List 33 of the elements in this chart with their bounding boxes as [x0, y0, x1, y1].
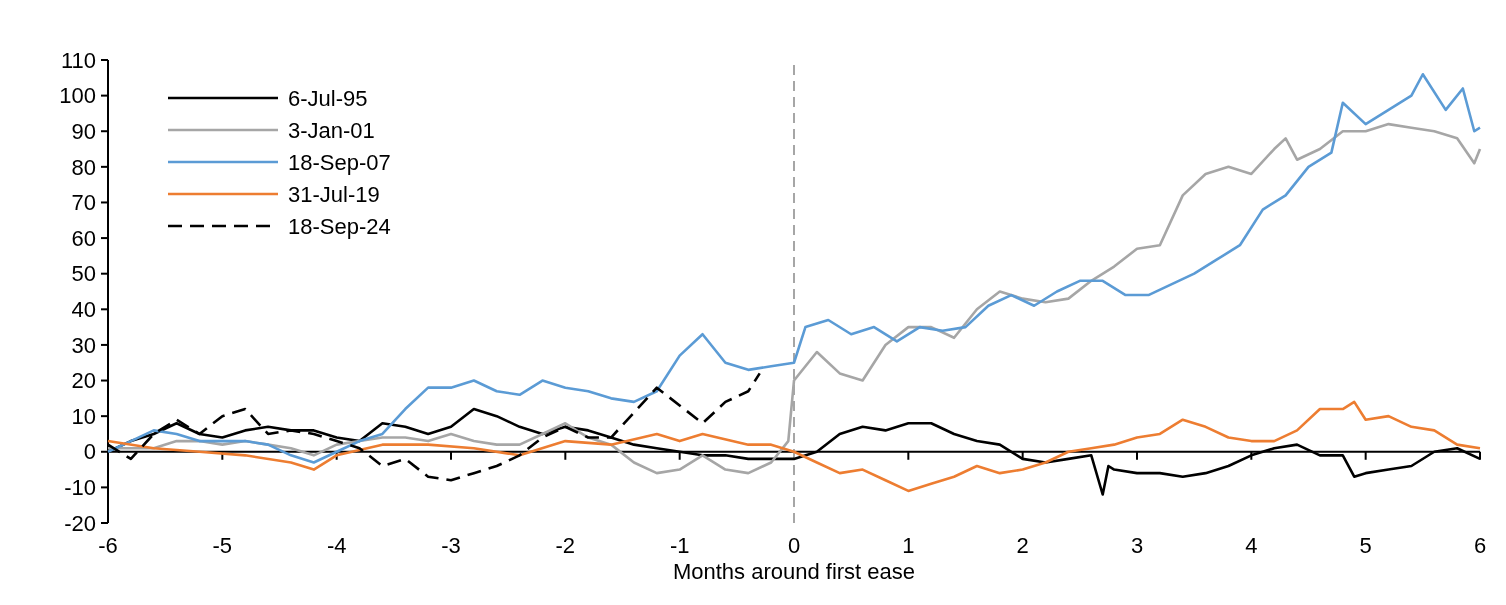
- legend-label: 3-Jan-01: [288, 117, 375, 143]
- legend-label: 31-Jul-19: [288, 181, 380, 207]
- y-tick-label: 0: [83, 439, 96, 465]
- x-tick-label: -3: [441, 533, 461, 558]
- x-tick-label: -5: [212, 533, 233, 558]
- y-tick-label: 10: [71, 403, 96, 429]
- x-tick-label: -2: [555, 533, 576, 558]
- y-tick-label: -20: [64, 510, 96, 536]
- x-tick-label: 1: [902, 533, 915, 558]
- x-tick-label: -6: [98, 533, 118, 558]
- legend-label: 6-Jul-95: [288, 85, 368, 111]
- x-tick-label: 5: [1359, 533, 1372, 558]
- y-tick-label: 90: [71, 118, 96, 144]
- x-tick-label: 4: [1245, 533, 1258, 558]
- x-tick-label: 0: [787, 533, 801, 558]
- y-tick-label: -10: [64, 475, 96, 501]
- y-tick-label: 30: [71, 332, 96, 358]
- y-tick-label: 40: [71, 297, 96, 323]
- x-tick-label: -4: [326, 533, 347, 558]
- x-tick-label: 2: [1016, 533, 1029, 558]
- x-tick-label: -1: [669, 533, 690, 558]
- x-tick-label: 3: [1130, 533, 1144, 558]
- legend-label: 18-Sep-07: [288, 149, 391, 175]
- y-tick-label: 50: [71, 261, 96, 287]
- y-tick-label: 110: [60, 47, 96, 73]
- y-tick-label: 70: [71, 190, 96, 216]
- x-tick-label: 6: [1473, 533, 1487, 558]
- y-tick-label: 20: [71, 368, 96, 394]
- y-tick-label: 80: [71, 154, 96, 180]
- x-axis-title: Months around first ease: [672, 559, 916, 584]
- legend-label: 18-Sep-24: [288, 213, 391, 239]
- y-tick-label: 100: [59, 83, 96, 109]
- y-tick-label: 60: [71, 225, 96, 251]
